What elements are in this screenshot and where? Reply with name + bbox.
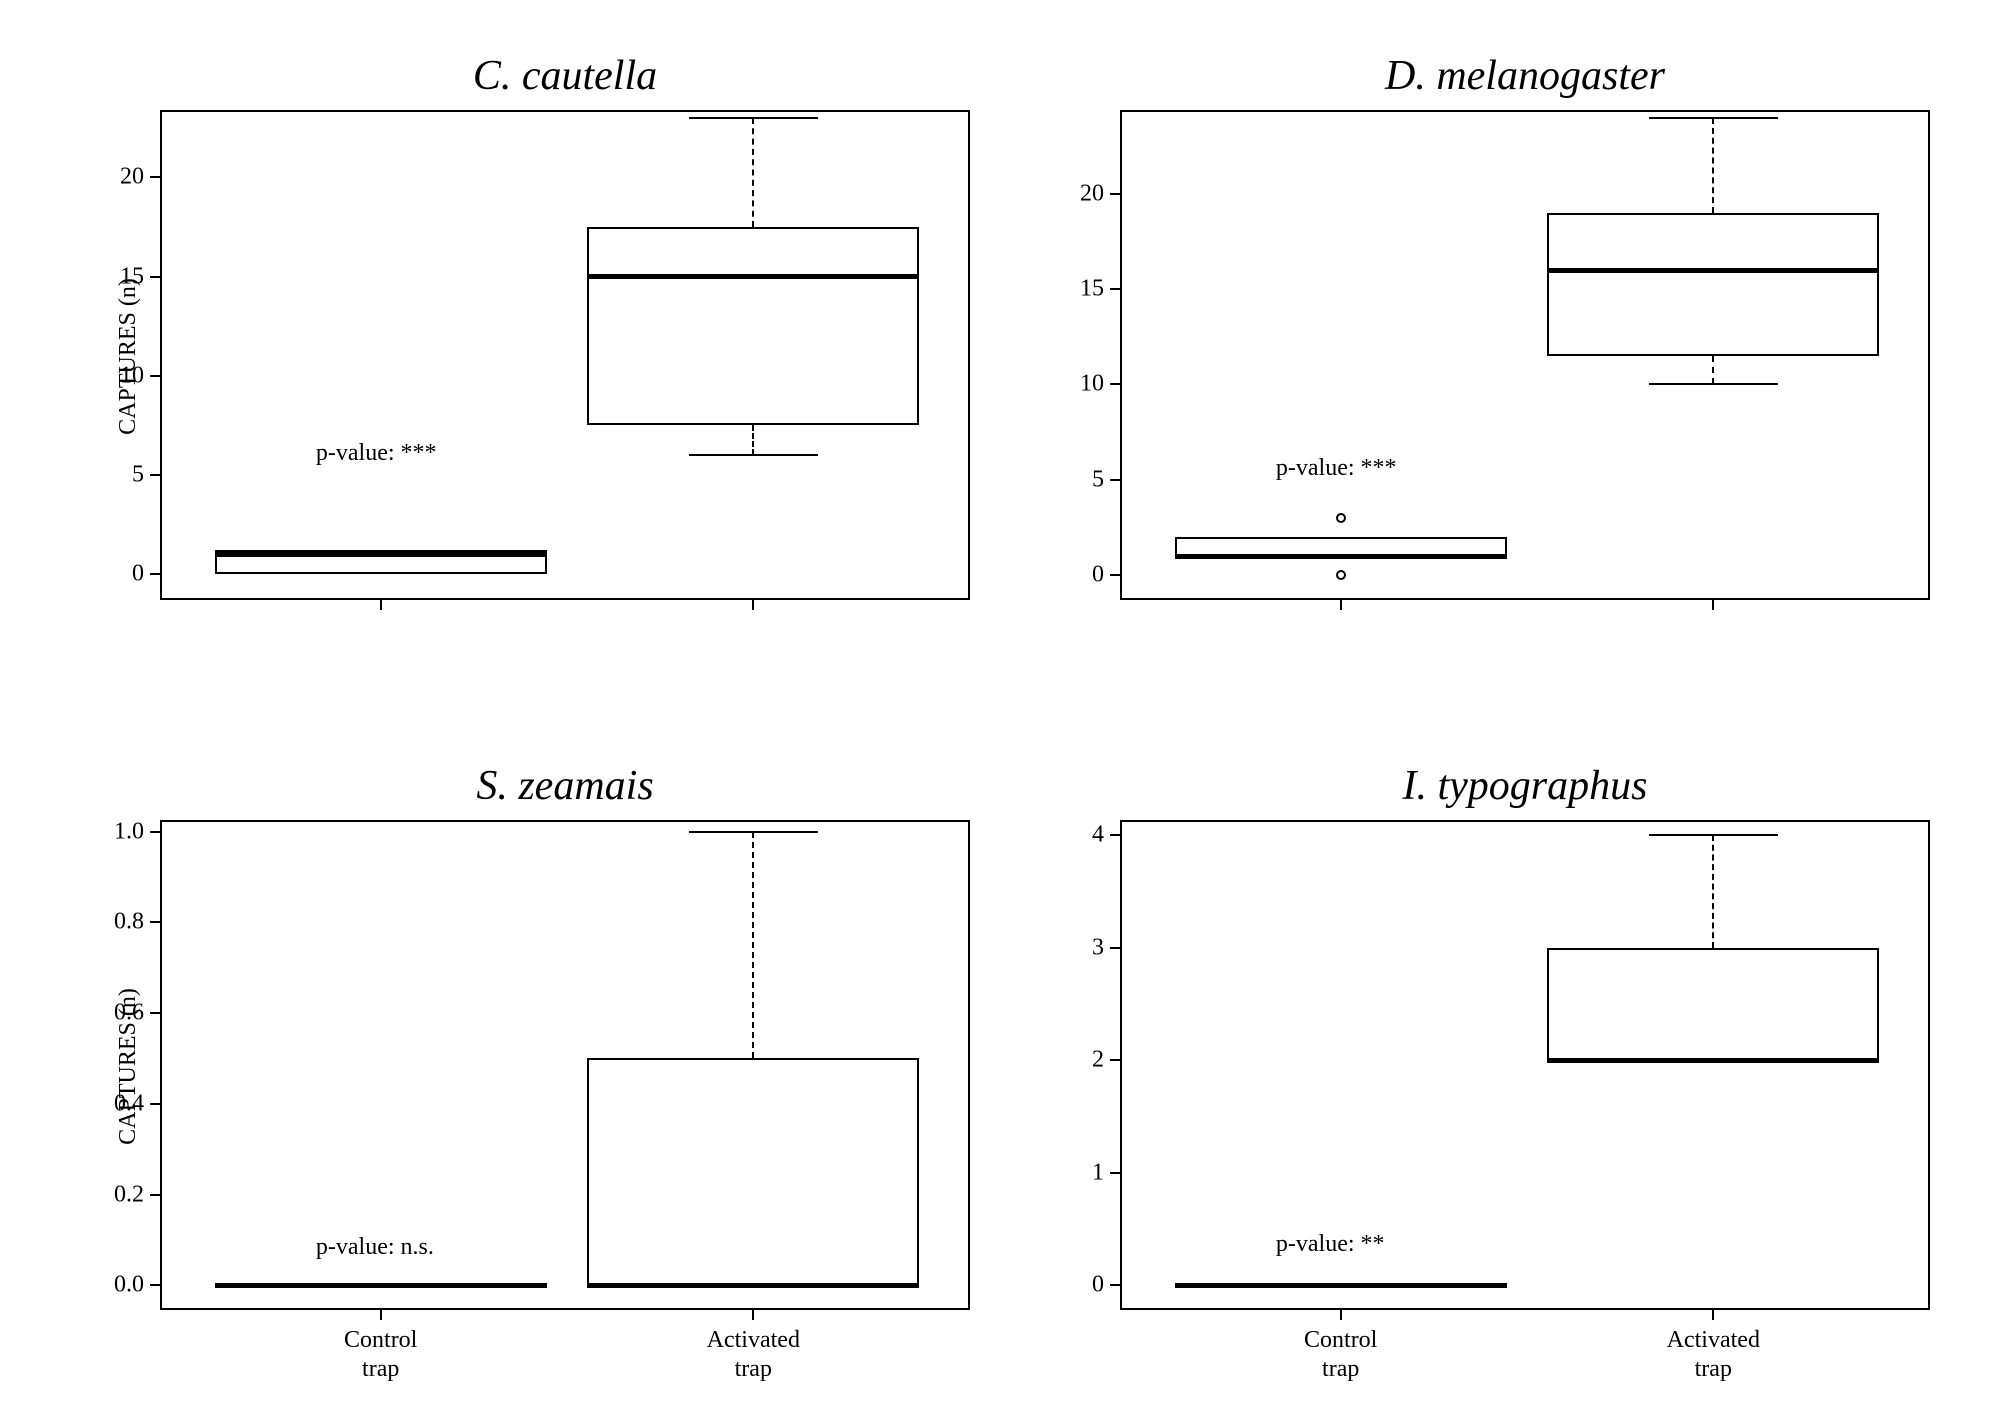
boxplot-whisker-upper — [752, 118, 754, 227]
boxplot-box — [587, 227, 919, 425]
y-tick-label: 1 — [1092, 1159, 1104, 1186]
p-value-text: p-value: *** — [316, 440, 437, 467]
y-tick-label: 0.0 — [114, 1272, 144, 1299]
boxplot-whisker-upper — [752, 832, 754, 1059]
figure-root: C. cautella05101520p-value: ***CAPTURES … — [0, 0, 2002, 1423]
boxplot-median — [215, 552, 547, 557]
y-tick-label: 20 — [120, 164, 144, 191]
boxplot-box — [1547, 213, 1879, 356]
y-tick-mark — [150, 1012, 162, 1014]
y-tick-label: 0.8 — [114, 909, 144, 936]
y-tick-label: 20 — [1080, 180, 1104, 207]
p-value-text: p-value: *** — [1276, 455, 1397, 482]
y-tick-mark — [1110, 479, 1122, 481]
boxplot-median — [1175, 554, 1507, 559]
boxplot-whisker-lower — [1712, 356, 1714, 385]
y-tick-mark — [1110, 383, 1122, 385]
y-tick-mark — [1110, 193, 1122, 195]
x-tick-mark — [380, 598, 382, 610]
boxplot-whisker-cap — [1649, 117, 1779, 119]
y-tick-mark — [150, 831, 162, 833]
boxplot-median — [587, 1283, 919, 1288]
x-tick-mark — [1712, 1308, 1714, 1320]
x-tick-label: Control trap — [344, 1326, 417, 1384]
y-tick-label: 3 — [1092, 934, 1104, 961]
y-axis-label: CAPTURES (n) — [115, 278, 142, 435]
y-tick-label: 5 — [132, 462, 144, 489]
plot-area: 0.00.20.40.60.81.0Control trapActivated … — [160, 820, 970, 1310]
y-tick-mark — [1110, 834, 1122, 836]
y-tick-label: 0 — [1092, 1272, 1104, 1299]
boxplot-box — [1547, 948, 1879, 1061]
y-axis-label: CAPTURES (n) — [115, 988, 142, 1145]
boxplot-outlier — [1336, 570, 1346, 580]
y-tick-label: 0 — [1092, 562, 1104, 589]
x-tick-label: Control trap — [1304, 1326, 1377, 1384]
y-tick-mark — [150, 474, 162, 476]
y-tick-mark — [150, 573, 162, 575]
p-value-text: p-value: ** — [1276, 1231, 1385, 1258]
boxplot-whisker-upper — [1712, 835, 1714, 948]
plot-area: 01234Control trapActivated trapp-value: … — [1120, 820, 1930, 1310]
x-tick-label: Activated trap — [1667, 1326, 1760, 1384]
p-value-text: p-value: n.s. — [316, 1234, 434, 1261]
y-tick-label: 5 — [1092, 466, 1104, 493]
plot-area: 05101520p-value: *** — [1120, 110, 1930, 600]
y-tick-mark — [1110, 1059, 1122, 1061]
plot-area: 05101520p-value: *** — [160, 110, 970, 600]
boxplot-whisker-cap — [1649, 834, 1779, 836]
y-tick-mark — [1110, 1284, 1122, 1286]
y-tick-label: 10 — [1080, 371, 1104, 398]
y-tick-mark — [1110, 1172, 1122, 1174]
panel-title: S. zeamais — [160, 762, 970, 810]
panel-title: D. melanogaster — [1120, 52, 1930, 100]
y-tick-mark — [150, 276, 162, 278]
x-tick-mark — [1712, 598, 1714, 610]
x-tick-mark — [752, 598, 754, 610]
y-tick-mark — [150, 921, 162, 923]
boxplot-outlier — [1336, 513, 1346, 523]
y-tick-mark — [150, 176, 162, 178]
panel-title: I. typographus — [1120, 762, 1930, 810]
y-tick-label: 4 — [1092, 821, 1104, 848]
y-tick-label: 2 — [1092, 1047, 1104, 1074]
panel-zeamais: S. zeamais0.00.20.40.60.81.0Control trap… — [160, 820, 970, 1310]
x-tick-mark — [752, 1308, 754, 1320]
y-tick-label: 1.0 — [114, 818, 144, 845]
y-tick-label: 0.2 — [114, 1181, 144, 1208]
y-tick-mark — [150, 1284, 162, 1286]
boxplot-whisker-cap — [689, 117, 819, 119]
boxplot-whisker-cap — [689, 831, 819, 833]
boxplot-whisker-cap — [1649, 383, 1779, 385]
boxplot-whisker-lower — [752, 425, 754, 455]
y-tick-mark — [1110, 288, 1122, 290]
y-tick-label: 15 — [1080, 276, 1104, 303]
x-tick-mark — [1340, 598, 1342, 610]
x-tick-label: Activated trap — [707, 1326, 800, 1384]
boxplot-median — [1547, 268, 1879, 273]
panel-typographus: I. typographus01234Control trapActivated… — [1120, 820, 1930, 1310]
x-tick-mark — [380, 1308, 382, 1320]
boxplot-whisker-cap — [689, 454, 819, 456]
x-tick-mark — [1340, 1308, 1342, 1320]
panel-title: C. cautella — [160, 52, 970, 100]
boxplot-whisker-upper — [1712, 118, 1714, 213]
y-tick-mark — [150, 375, 162, 377]
boxplot-box — [587, 1058, 919, 1285]
panel-cautella: C. cautella05101520p-value: ***CAPTURES … — [160, 110, 970, 600]
y-tick-mark — [1110, 947, 1122, 949]
boxplot-median — [1547, 1058, 1879, 1063]
boxplot-median — [215, 1283, 547, 1288]
boxplot-median — [1175, 1283, 1507, 1288]
y-tick-mark — [150, 1103, 162, 1105]
y-tick-mark — [150, 1194, 162, 1196]
y-tick-label: 0 — [132, 561, 144, 588]
boxplot-median — [587, 274, 919, 279]
y-tick-mark — [1110, 574, 1122, 576]
panel-melanogaster: D. melanogaster05101520p-value: *** — [1120, 110, 1930, 600]
